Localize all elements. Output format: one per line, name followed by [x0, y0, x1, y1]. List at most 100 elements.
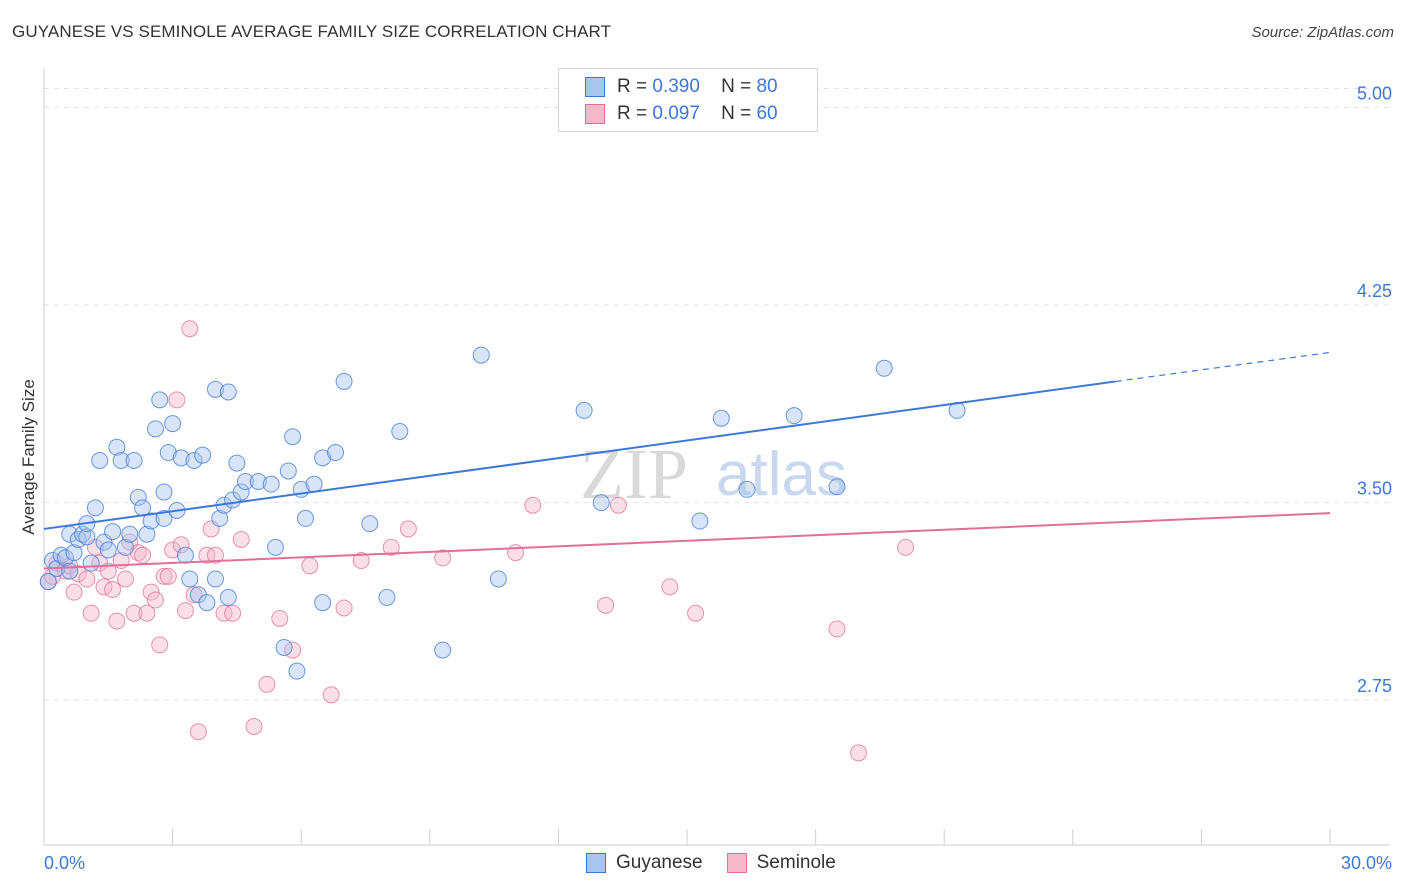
- seminole-point: [159, 567, 177, 585]
- seminole-point: [215, 604, 233, 622]
- seminole-point: [189, 723, 207, 741]
- seminole-trend-line: [43, 512, 1331, 570]
- guyanese-point: [472, 346, 490, 364]
- seminole-point: [65, 583, 83, 601]
- guyanese-point: [314, 449, 332, 467]
- seminole-point: [181, 320, 199, 338]
- guyanese-point: [181, 570, 199, 588]
- seminole-point: [142, 583, 160, 601]
- y-tick-label: 5.00: [1357, 84, 1392, 104]
- seminole-point: [185, 586, 203, 604]
- seminole-point: [352, 552, 370, 570]
- seminole-point: [434, 549, 452, 567]
- guyanese-trend-extension: [1115, 351, 1331, 383]
- guyanese-point: [172, 449, 190, 467]
- seminole-point: [82, 604, 100, 622]
- guyanese-point: [232, 483, 250, 501]
- guyanese-point: [211, 509, 229, 527]
- y-axis-label: Average Family Size: [19, 379, 38, 535]
- seminole-point: [168, 391, 186, 409]
- seminole-point: [597, 596, 615, 614]
- seminole-point: [301, 557, 319, 575]
- seminole-point: [524, 496, 542, 514]
- seminole-point: [258, 675, 276, 693]
- guyanese-point: [828, 478, 846, 496]
- guyanese-point: [99, 541, 117, 559]
- guyanese-point: [489, 570, 507, 588]
- bottom-legend-seminole: Seminole: [726, 852, 836, 874]
- guyanese-point: [155, 509, 173, 527]
- seminole-point: [322, 686, 340, 704]
- seminole-point: [134, 546, 152, 564]
- bottom-guyanese-swatch: [586, 853, 606, 873]
- guyanese-point: [91, 451, 109, 469]
- seminole-point: [151, 636, 169, 654]
- y-tick-label: 2.75: [1357, 676, 1392, 696]
- guyanese-point: [155, 483, 173, 501]
- seminole-point: [125, 604, 143, 622]
- legend-row-seminole: R = 0.097 N = 60: [585, 102, 778, 126]
- guyanese-point: [185, 451, 203, 469]
- guyanese-point: [219, 588, 237, 606]
- y-tick-labels: 2.75 3.50 4.25 5.00: [1357, 84, 1392, 697]
- seminole-point: [78, 570, 96, 588]
- guyanese-point: [164, 415, 182, 433]
- seminole-point: [164, 541, 182, 559]
- guyanese-point: [65, 544, 83, 562]
- seminole-point: [104, 581, 122, 599]
- guyanese-point: [198, 594, 216, 612]
- guyanese-point: [176, 546, 194, 564]
- seminole-point: [335, 599, 353, 617]
- seminole-n-value: 60: [756, 103, 778, 124]
- seminole-point: [146, 591, 164, 609]
- guyanese-point: [314, 594, 332, 612]
- seminole-point: [399, 520, 417, 538]
- seminole-point: [99, 562, 117, 580]
- guyanese-point: [236, 473, 254, 491]
- guyanese-point: [138, 525, 156, 543]
- bottom-guyanese-label: Guyanese: [616, 852, 703, 873]
- x-tick-label-min: 0.0%: [44, 853, 85, 873]
- legend-row-guyanese: R = 0.390 N = 80: [585, 75, 778, 99]
- guyanese-point: [108, 438, 126, 456]
- guyanese-point: [56, 549, 74, 567]
- guyanese-point: [284, 428, 302, 446]
- seminole-point: [224, 604, 242, 622]
- guyanese-point: [691, 512, 709, 530]
- guyanese-point: [206, 570, 224, 588]
- seminole-point: [828, 620, 846, 638]
- guyanese-swatch: [585, 77, 605, 97]
- guyanese-point: [146, 420, 164, 438]
- guyanese-point: [78, 528, 96, 546]
- y-tick-label: 4.25: [1357, 281, 1392, 301]
- bottom-legend: Guyanese Seminole: [586, 852, 860, 874]
- guyanese-point: [266, 538, 284, 556]
- guyanese-point: [335, 372, 353, 390]
- guyanese-r-label: R =: [617, 76, 648, 97]
- seminole-point: [609, 496, 627, 514]
- guyanese-point: [296, 509, 314, 527]
- seminole-point: [116, 570, 134, 588]
- guyanese-point: [112, 451, 130, 469]
- guyanese-point: [194, 446, 212, 464]
- guyanese-r-value: 0.390: [652, 76, 700, 97]
- guyanese-point: [129, 488, 147, 506]
- guyanese-point: [262, 475, 280, 493]
- seminole-point: [172, 536, 190, 554]
- seminole-point: [245, 717, 263, 735]
- guyanese-point: [116, 538, 134, 556]
- guyanese-point: [121, 525, 139, 543]
- guyanese-point: [82, 554, 100, 572]
- guyanese-point: [875, 359, 893, 377]
- guyanese-point: [206, 380, 224, 398]
- seminole-point: [206, 546, 224, 564]
- guyanese-point: [142, 512, 160, 530]
- seminole-point: [382, 538, 400, 556]
- bottom-legend-guyanese: Guyanese: [586, 852, 703, 874]
- gridlines: [44, 88, 1390, 701]
- guyanese-point: [249, 473, 267, 491]
- seminole-r-label: R =: [617, 103, 648, 124]
- bottom-seminole-swatch: [726, 853, 747, 873]
- seminole-point: [232, 530, 250, 548]
